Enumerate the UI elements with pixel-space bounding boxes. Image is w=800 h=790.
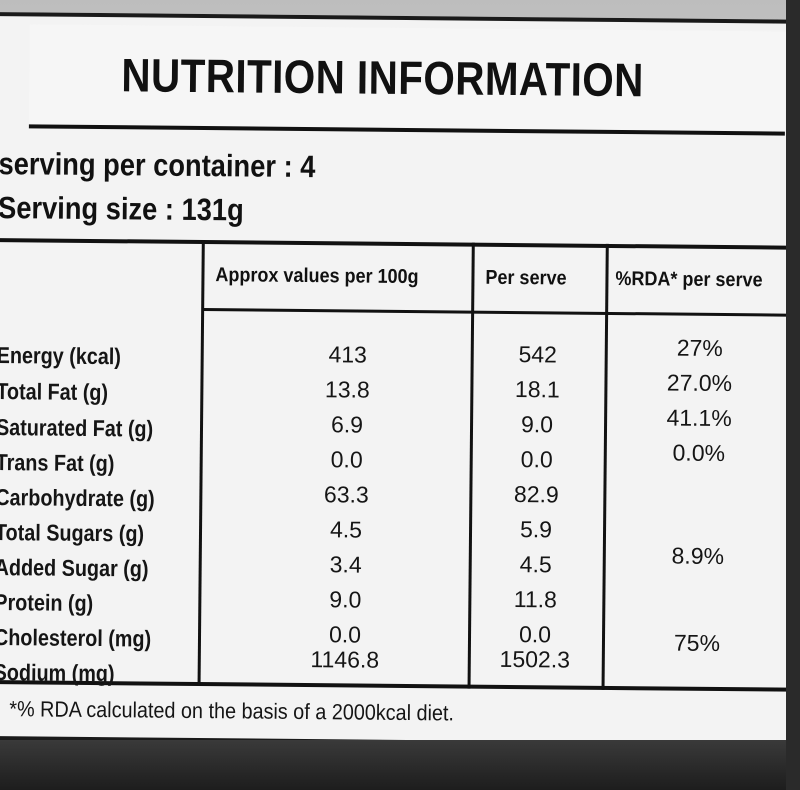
cell-per-100g: 1146.8 [310, 646, 380, 673]
cell-rda: 75% [673, 629, 721, 657]
nutrition-table: Approx values per 100g Per serve %RDA* p… [0, 238, 794, 692]
cell-per-serve: 0.0 [520, 446, 553, 473]
cell-per-100g: 6.9 [330, 411, 364, 438]
header-per-serve: Per serve [485, 266, 567, 290]
cell-per-serve: 82.9 [513, 481, 559, 508]
nutrition-label-panel: NUTRITION INFORMATION serving per contai… [0, 12, 800, 748]
cell-per-100g: 3.4 [329, 551, 362, 578]
row-label: Energy (kcal) [0, 342, 122, 370]
cell-per-100g: 63.3 [323, 481, 369, 508]
row-label: Saturated Fat (g) [0, 414, 154, 442]
footnote-area: *% RDA calculated on the basis of a 2000… [0, 684, 790, 748]
cell-rda [644, 474, 754, 475]
cell-per-serve: 5.9 [519, 516, 553, 543]
cell-per-serve: 11.8 [513, 586, 558, 613]
cell-per-100g: 9.0 [329, 586, 362, 613]
cell-rda: 27% [676, 334, 723, 362]
cell-per-serve: 4.5 [519, 551, 552, 578]
serving-size: Serving size : 131g [0, 190, 244, 228]
package-edge [0, 740, 800, 790]
header-rda: %RDA* per serve [615, 267, 763, 292]
row-label: Total Sugars (g) [0, 519, 145, 547]
cell-per-100g: 13.8 [324, 376, 370, 403]
header-per-100g: Approx values per 100g [215, 264, 419, 289]
cell-rda [642, 614, 752, 615]
rda-footnote: *% RDA calculated on the basis of a 2000… [9, 696, 455, 726]
row-label: Carbohydrate (g) [0, 484, 155, 512]
cell-rda: 41.1% [666, 404, 732, 432]
serving-info: serving per container : 4 Serving size :… [0, 128, 795, 248]
row-label: Sodium (mg) [0, 659, 115, 687]
cell-per-100g: 4.5 [329, 516, 363, 543]
cell-rda: 27.0% [666, 369, 733, 397]
cell-rda [643, 509, 753, 510]
cell-per-serve: 9.0 [520, 411, 554, 438]
row-label: Total Fat (g) [0, 378, 109, 406]
label-title: NUTRITION INFORMATION [121, 48, 645, 107]
row-label: Cholesterol (mg) [0, 624, 152, 652]
column-divider [467, 242, 475, 689]
cell-per-100g: 413 [328, 341, 368, 368]
row-label: Trans Fat (g) [0, 449, 115, 477]
cell-per-serve: 18.1 [514, 376, 560, 403]
cell-per-serve: 542 [518, 341, 558, 368]
row-label: Protein (g) [0, 589, 94, 616]
column-divider [601, 243, 609, 690]
cell-rda: 0.0% [672, 439, 726, 467]
row-label: Added Sugar (g) [0, 554, 149, 582]
cell-per-100g: 0.0 [330, 446, 363, 473]
cell-rda [643, 579, 753, 580]
header-divider [203, 308, 794, 317]
column-divider [197, 240, 205, 687]
package-side-edge [786, 0, 800, 790]
serving-per-container: serving per container : 4 [0, 146, 316, 185]
cell-rda: 8.9% [671, 542, 725, 570]
cell-per-serve: 1502.3 [499, 645, 571, 673]
title-bar: NUTRITION INFORMATION [28, 24, 786, 136]
cell-per-100g: 0.0 [328, 621, 362, 648]
cell-per-serve: 0.0 [518, 621, 552, 648]
